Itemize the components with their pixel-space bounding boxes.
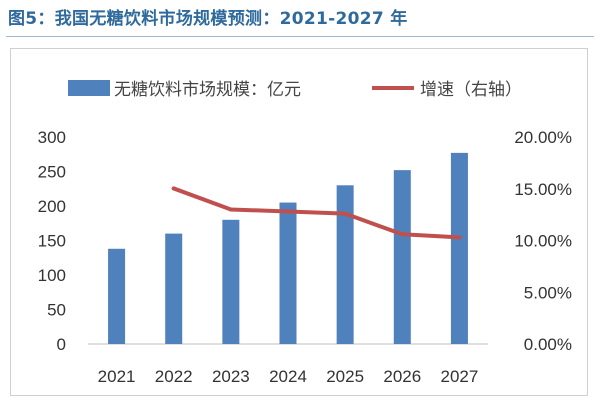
title-divider <box>6 36 594 37</box>
x-tick-label: 2024 <box>269 367 307 386</box>
axes: 0 50 100 150 200 250 300 0.00% 5.00% 10.00% 15.00%… <box>38 128 572 386</box>
bar <box>165 233 183 344</box>
x-tick-label: 2021 <box>98 367 136 386</box>
x-tick-label: 2026 <box>383 367 421 386</box>
legend: 无糖饮料市场规模：亿元 增速（右轴） <box>68 80 522 100</box>
growth-point <box>400 232 405 237</box>
bar <box>336 185 354 344</box>
line-series <box>171 186 462 240</box>
chart-frame <box>10 48 588 396</box>
x-tick-label: 2027 <box>441 367 479 386</box>
y-right-tick-label: 0.00% <box>524 335 572 354</box>
y-left-tick-label: 50 <box>47 301 66 320</box>
y-right-tick-label: 15.00% <box>514 180 572 199</box>
y-left-tick-label: 100 <box>38 266 66 285</box>
y-left-tick-label: 200 <box>38 197 66 216</box>
legend-label-line: 增速（右轴） <box>420 80 522 100</box>
bar-series <box>108 152 468 344</box>
growth-point <box>228 207 233 212</box>
y-right-tick-label: 20.00% <box>514 128 572 147</box>
y-left-tick-label: 0 <box>57 335 66 354</box>
growth-line <box>171 186 462 240</box>
x-tick-label: 2025 <box>326 367 364 386</box>
growth-point <box>343 211 348 216</box>
growth-point <box>286 209 290 214</box>
legend-label-bar: 无糖饮料市场规模：亿元 <box>114 80 301 100</box>
bar <box>450 152 468 344</box>
bar <box>222 219 240 344</box>
growth-point <box>457 235 462 240</box>
bar <box>108 248 126 344</box>
x-tick-label: 2023 <box>212 367 250 386</box>
y-right-tick-label: 10.00% <box>514 232 572 251</box>
y-left-tick-label: 150 <box>38 232 66 251</box>
y-left-tick-label: 300 <box>38 128 66 147</box>
y-right-tick-label: 5.00% <box>524 283 572 302</box>
figure-title: 图5：我国无糖饮料市场规模预测：2021-2027 年 <box>8 9 408 29</box>
bar <box>393 170 411 344</box>
bar <box>279 202 297 344</box>
x-tick-label: 2022 <box>155 367 193 386</box>
growth-point <box>171 186 176 191</box>
y-left-tick-label: 250 <box>38 163 66 182</box>
legend-swatch-bar <box>68 80 110 96</box>
